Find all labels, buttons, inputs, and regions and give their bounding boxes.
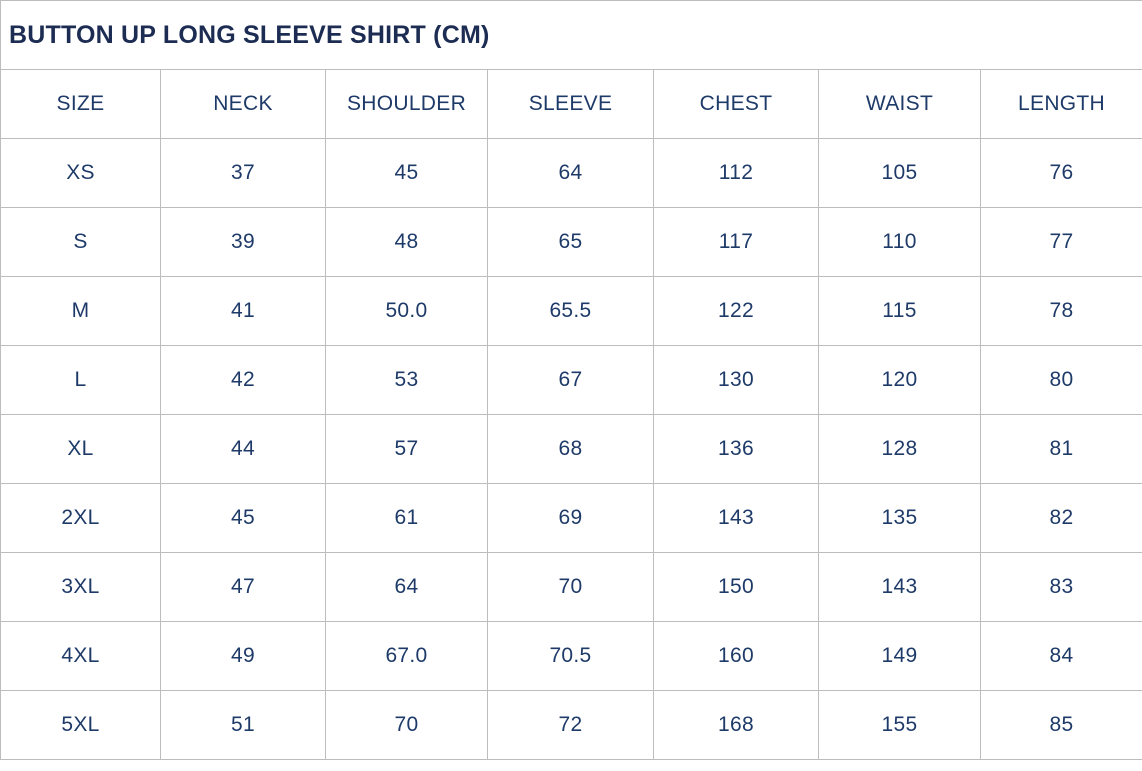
measurement-cell: 122 xyxy=(653,276,819,346)
table-body: XS 37 45 64 112 105 76 S 39 48 65 117 110 77 M 41 50.0 65… xyxy=(0,138,1142,760)
column-header-neck: NECK xyxy=(160,69,326,139)
size-cell: 5XL xyxy=(0,690,161,760)
size-cell: XL xyxy=(0,414,161,484)
column-header-length: LENGTH xyxy=(979,69,1142,139)
measurement-cell: 48 xyxy=(325,207,488,277)
measurement-cell: 57 xyxy=(325,414,488,484)
measurement-cell: 67 xyxy=(487,345,654,415)
measurement-cell: 112 xyxy=(653,138,819,208)
measurement-cell: 135 xyxy=(818,483,981,553)
size-cell: S xyxy=(0,207,161,277)
measurement-cell: 50.0 xyxy=(325,276,488,346)
size-cell: 4XL xyxy=(0,621,161,691)
measurement-cell: 81 xyxy=(979,414,1142,484)
measurement-cell: 128 xyxy=(818,414,981,484)
measurement-cell: 83 xyxy=(979,552,1142,622)
column-header-chest: CHEST xyxy=(653,69,819,139)
table-row: S 39 48 65 117 110 77 xyxy=(0,207,1142,277)
measurement-cell: 78 xyxy=(979,276,1142,346)
measurement-cell: 44 xyxy=(160,414,326,484)
measurement-cell: 37 xyxy=(160,138,326,208)
measurement-cell: 136 xyxy=(653,414,819,484)
measurement-cell: 72 xyxy=(487,690,654,760)
measurement-cell: 45 xyxy=(160,483,326,553)
measurement-cell: 70 xyxy=(325,690,488,760)
table-row: L 42 53 67 130 120 80 xyxy=(0,345,1142,415)
table-row: XS 37 45 64 112 105 76 xyxy=(0,138,1142,208)
measurement-cell: 61 xyxy=(325,483,488,553)
size-cell: 3XL xyxy=(0,552,161,622)
table-row: 4XL 49 67.0 70.5 160 149 84 xyxy=(0,621,1142,691)
measurement-cell: 143 xyxy=(818,552,981,622)
measurement-cell: 49 xyxy=(160,621,326,691)
chart-title: BUTTON UP LONG SLEEVE SHIRT (CM) xyxy=(0,0,1142,70)
column-header-waist: WAIST xyxy=(818,69,981,139)
size-cell: 2XL xyxy=(0,483,161,553)
measurement-cell: 117 xyxy=(653,207,819,277)
measurement-cell: 143 xyxy=(653,483,819,553)
measurement-cell: 80 xyxy=(979,345,1142,415)
measurement-cell: 115 xyxy=(818,276,981,346)
measurement-cell: 76 xyxy=(979,138,1142,208)
size-cell: XS xyxy=(0,138,161,208)
table-title-row: BUTTON UP LONG SLEEVE SHIRT (CM) xyxy=(0,0,1142,70)
table-row: 3XL 47 64 70 150 143 83 xyxy=(0,552,1142,622)
table-row: 2XL 45 61 69 143 135 82 xyxy=(0,483,1142,553)
measurement-cell: 70 xyxy=(487,552,654,622)
measurement-cell: 45 xyxy=(325,138,488,208)
size-cell: L xyxy=(0,345,161,415)
measurement-cell: 41 xyxy=(160,276,326,346)
measurement-cell: 64 xyxy=(487,138,654,208)
table-row: XL 44 57 68 136 128 81 xyxy=(0,414,1142,484)
measurement-cell: 39 xyxy=(160,207,326,277)
column-header-size: SIZE xyxy=(0,69,161,139)
measurement-cell: 64 xyxy=(325,552,488,622)
measurement-cell: 155 xyxy=(818,690,981,760)
measurement-cell: 51 xyxy=(160,690,326,760)
measurement-cell: 120 xyxy=(818,345,981,415)
measurement-cell: 69 xyxy=(487,483,654,553)
measurement-cell: 160 xyxy=(653,621,819,691)
measurement-cell: 168 xyxy=(653,690,819,760)
measurement-cell: 150 xyxy=(653,552,819,622)
measurement-cell: 85 xyxy=(979,690,1142,760)
measurement-cell: 68 xyxy=(487,414,654,484)
measurement-cell: 67.0 xyxy=(325,621,488,691)
measurement-cell: 130 xyxy=(653,345,819,415)
measurement-cell: 70.5 xyxy=(487,621,654,691)
measurement-cell: 77 xyxy=(979,207,1142,277)
measurement-cell: 42 xyxy=(160,345,326,415)
size-cell: M xyxy=(0,276,161,346)
measurement-cell: 82 xyxy=(979,483,1142,553)
measurement-cell: 110 xyxy=(818,207,981,277)
table-row: M 41 50.0 65.5 122 115 78 xyxy=(0,276,1142,346)
table-head: BUTTON UP LONG SLEEVE SHIRT (CM) SIZE NE… xyxy=(0,0,1142,139)
measurement-cell: 65 xyxy=(487,207,654,277)
measurement-cell: 47 xyxy=(160,552,326,622)
measurement-cell: 149 xyxy=(818,621,981,691)
measurement-cell: 53 xyxy=(325,345,488,415)
table-header-row: SIZE NECK SHOULDER SLEEVE CHEST WAIST LE… xyxy=(0,69,1142,139)
measurement-cell: 65.5 xyxy=(487,276,654,346)
column-header-sleeve: SLEEVE xyxy=(487,69,654,139)
column-header-shoulder: SHOULDER xyxy=(325,69,488,139)
table-row: 5XL 51 70 72 168 155 85 xyxy=(0,690,1142,760)
measurement-cell: 105 xyxy=(818,138,981,208)
measurement-cell: 84 xyxy=(979,621,1142,691)
